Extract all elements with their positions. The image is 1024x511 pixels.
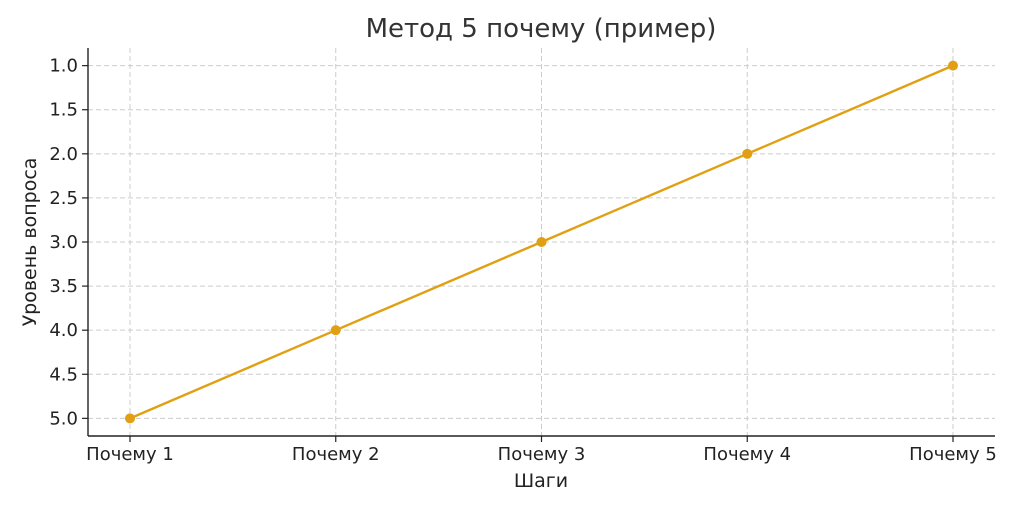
x-axis-label: Шаги — [514, 470, 568, 492]
data-point — [330, 325, 341, 336]
chart-title: Метод 5 почему (пример) — [366, 14, 717, 44]
y-tick-label: 4.5 — [49, 364, 78, 385]
x-tick-label: Почему 2 — [292, 444, 380, 465]
y-axis-label: Уровень вопроса — [19, 158, 41, 327]
y-tick-label: 3.5 — [49, 276, 78, 297]
data-point — [536, 237, 547, 247]
x-tick-label: Почему 5 — [909, 444, 997, 465]
y-tick-label: 1.5 — [49, 100, 78, 121]
y-tick-label: 4.0 — [49, 320, 78, 341]
y-tick-label: 2.0 — [49, 144, 78, 165]
x-tick-label: Почему 1 — [86, 444, 174, 465]
data-point — [948, 60, 958, 71]
x-tick-label: Почему 3 — [498, 444, 586, 465]
x-axis-ticks: Почему 1 Почему 2 Почему 3 Почему 4 Почему 5 — [86, 436, 997, 465]
y-axis-ticks: 1.0 1.5 2.0 2.5 3.0 3.5 4.0 4.5 5.0 — [49, 56, 88, 429]
data-point — [742, 148, 753, 159]
series — [125, 60, 958, 424]
y-tick-label: 5.0 — [49, 408, 78, 429]
y-tick-label: 2.5 — [49, 188, 78, 209]
y-tick-label: 1.0 — [49, 56, 78, 77]
data-point — [125, 413, 135, 424]
y-tick-label: 3.0 — [49, 232, 78, 253]
x-tick-label: Почему 4 — [703, 444, 791, 465]
